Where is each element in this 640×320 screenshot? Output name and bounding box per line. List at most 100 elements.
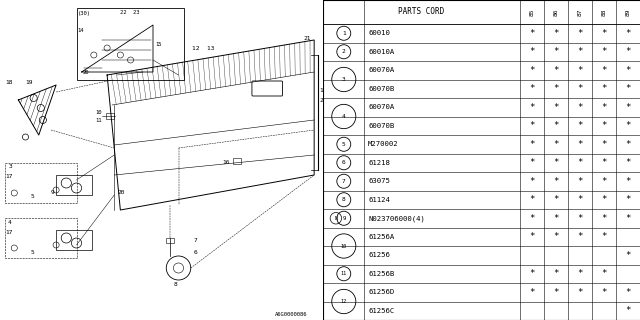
Text: 16: 16 [222, 159, 230, 164]
Text: *: * [625, 158, 630, 167]
Bar [5, 163, 77, 203]
Text: 1: 1 [319, 87, 323, 92]
Text: 11: 11 [95, 117, 101, 123]
Text: *: * [529, 66, 534, 75]
Text: 61256D: 61256D [368, 289, 394, 295]
Text: *: * [577, 121, 582, 130]
Text: 6: 6 [194, 251, 198, 255]
Text: *: * [577, 66, 582, 75]
Text: 8: 8 [173, 282, 177, 286]
Text: *: * [577, 158, 582, 167]
Text: 18: 18 [5, 81, 13, 85]
Text: *: * [625, 195, 630, 204]
Text: *: * [553, 214, 559, 223]
Text: *: * [553, 269, 559, 278]
Text: *: * [529, 269, 534, 278]
Text: *: * [625, 288, 630, 297]
Text: *: * [529, 140, 534, 149]
Text: *: * [601, 66, 607, 75]
Text: *: * [553, 84, 559, 93]
Text: *: * [625, 84, 630, 93]
Text: *: * [529, 214, 534, 223]
Text: M270002: M270002 [368, 141, 399, 147]
Text: 88: 88 [602, 8, 606, 16]
Text: 3: 3 [342, 77, 346, 82]
Text: 10: 10 [95, 109, 101, 115]
Text: 87: 87 [577, 8, 582, 16]
Text: 15: 15 [155, 43, 161, 47]
Text: *: * [577, 47, 582, 56]
Text: 60010A: 60010A [368, 49, 394, 55]
Text: *: * [625, 177, 630, 186]
Text: 5: 5 [31, 195, 35, 199]
Text: 61124: 61124 [368, 197, 390, 203]
Text: 7: 7 [342, 179, 346, 184]
Text: 9: 9 [51, 190, 55, 196]
Text: *: * [553, 288, 559, 297]
Text: *: * [577, 140, 582, 149]
Bar [166, 238, 175, 243]
Text: 5: 5 [31, 250, 35, 254]
Text: 60070B: 60070B [368, 86, 394, 92]
Text: 60070A: 60070A [368, 67, 394, 73]
Text: *: * [601, 140, 607, 149]
Text: 86: 86 [553, 8, 558, 16]
Text: *: * [577, 84, 582, 93]
Text: N023706000(4): N023706000(4) [368, 215, 425, 221]
Text: 2: 2 [342, 49, 346, 54]
Text: 60070B: 60070B [368, 123, 394, 129]
Text: 4: 4 [8, 220, 12, 225]
Text: *: * [529, 29, 534, 38]
Text: 8: 8 [342, 197, 346, 202]
Text: *: * [529, 232, 534, 241]
Text: 61256A: 61256A [368, 234, 394, 240]
Text: *: * [625, 251, 630, 260]
Text: 61256B: 61256B [368, 271, 394, 277]
Text: *: * [553, 103, 559, 112]
Text: 21: 21 [304, 36, 312, 41]
Text: *: * [553, 66, 559, 75]
Text: *: * [577, 103, 582, 112]
Text: *: * [601, 84, 607, 93]
Text: *: * [529, 84, 534, 93]
Text: *: * [601, 195, 607, 204]
Text: *: * [601, 103, 607, 112]
FancyBboxPatch shape [252, 81, 282, 96]
Text: 7: 7 [194, 237, 198, 243]
Text: *: * [553, 232, 559, 241]
Text: *: * [601, 177, 607, 186]
Text: *: * [625, 103, 630, 112]
Text: *: * [625, 214, 630, 223]
Text: 12: 12 [340, 299, 347, 304]
Text: 9: 9 [342, 216, 346, 221]
Text: 1: 1 [342, 31, 346, 36]
Text: *: * [625, 306, 630, 315]
Text: 60070A: 60070A [368, 104, 394, 110]
Text: 5: 5 [342, 142, 346, 147]
Text: 19: 19 [26, 81, 33, 85]
Text: A6G0000086: A6G0000086 [275, 313, 308, 317]
Text: *: * [601, 29, 607, 38]
Text: 20: 20 [117, 190, 125, 196]
Text: *: * [577, 232, 582, 241]
Text: *: * [601, 47, 607, 56]
Text: *: * [601, 269, 607, 278]
Text: 10: 10 [340, 244, 347, 249]
Text: *: * [601, 288, 607, 297]
Text: 17: 17 [5, 229, 13, 235]
Bar [232, 158, 241, 164]
Text: 60010: 60010 [368, 30, 390, 36]
Text: *: * [529, 177, 534, 186]
Text: *: * [553, 177, 559, 186]
Text: *: * [529, 158, 534, 167]
Bar [77, 8, 184, 80]
Text: *: * [577, 288, 582, 297]
Text: *: * [625, 29, 630, 38]
Text: *: * [529, 288, 534, 297]
Text: *: * [529, 47, 534, 56]
Text: *: * [553, 29, 559, 38]
Bar [56, 230, 92, 250]
Text: *: * [529, 195, 534, 204]
Text: *: * [577, 195, 582, 204]
Bar [56, 175, 92, 195]
